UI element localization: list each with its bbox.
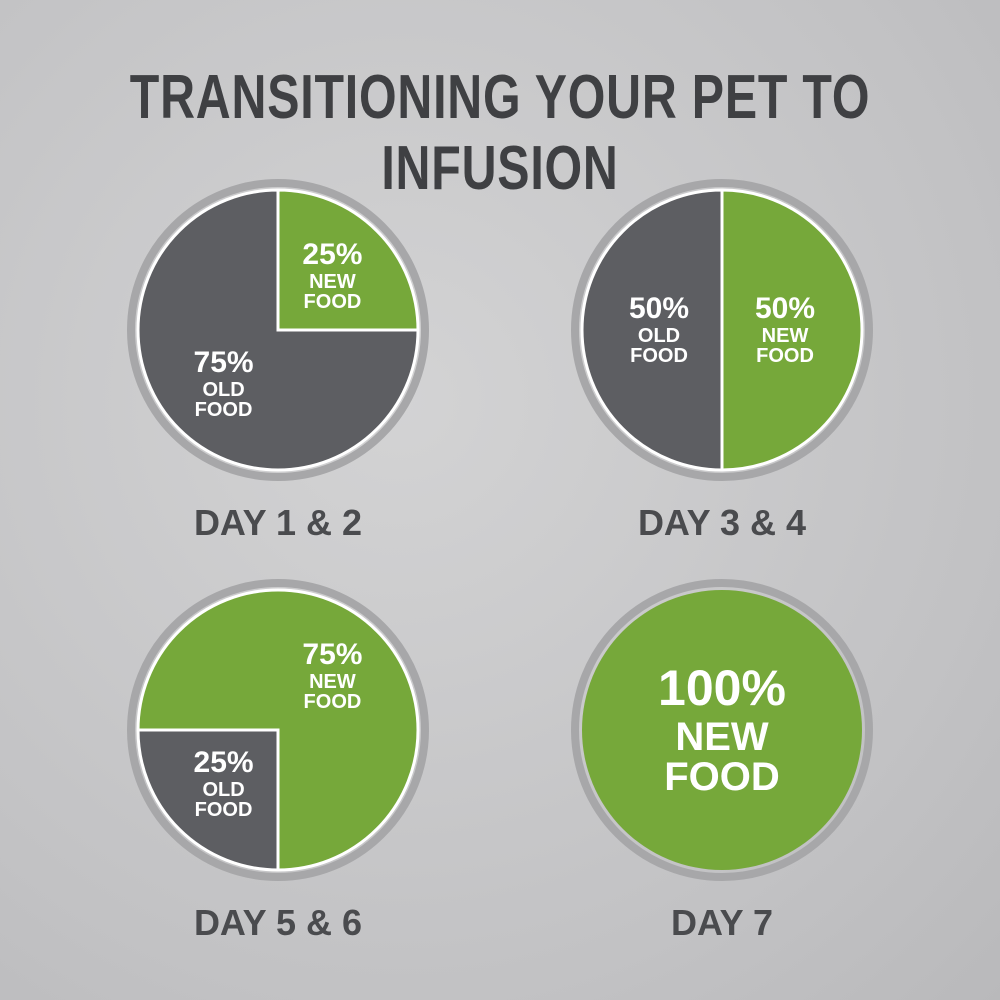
slice-value: 75% <box>193 346 254 380</box>
day-label: DAY 5 & 6 <box>193 902 363 943</box>
slice-category: NEW FOOD <box>303 670 362 713</box>
slice-value: 25% <box>302 237 363 271</box>
pie-slice <box>276 188 420 332</box>
day-label: DAY 1 & 2 <box>193 502 363 543</box>
slice-label: 50% NEW FOOD <box>715 292 855 367</box>
pie-slice <box>582 590 862 870</box>
slice-category: NEW FOOD <box>664 715 780 799</box>
slice-category: OLD FOOD <box>194 379 253 422</box>
slice-label: 75% OLD FOOD <box>154 346 294 422</box>
pie-slice <box>720 188 864 472</box>
pie-ring <box>127 579 429 881</box>
slice-value: 75% <box>302 637 363 671</box>
slice-value: 50% <box>628 292 690 325</box>
pie-ring <box>127 179 429 481</box>
pie-ring <box>571 179 873 481</box>
slice-value: 25% <box>193 746 254 780</box>
pie-slice <box>136 728 280 872</box>
slice-label: 50% OLD FOOD <box>589 292 729 367</box>
pie-slice <box>136 588 420 872</box>
pie-slice <box>136 188 420 472</box>
day-label: DAY 7 <box>670 902 774 943</box>
slice-category: NEW FOOD <box>303 270 362 313</box>
slice-value: 100% <box>658 660 786 716</box>
slice-label: 25% NEW FOOD <box>262 237 402 313</box>
slice-label: 100% NEW FOOD <box>652 663 792 797</box>
slice-category: NEW FOOD <box>756 325 814 367</box>
slice-category: OLD FOOD <box>194 779 253 822</box>
slice-value: 50% <box>754 292 816 325</box>
day-label: DAY 3 & 4 <box>637 502 807 543</box>
slice-category: OLD FOOD <box>630 325 688 367</box>
pie-slice <box>580 188 724 472</box>
slice-label: 75% NEW FOOD <box>262 637 402 713</box>
title: TRANSITIONING YOUR PET TO INFUSION <box>129 63 871 203</box>
slice-label: 25% OLD FOOD <box>154 746 294 822</box>
pie-ring <box>571 579 873 881</box>
